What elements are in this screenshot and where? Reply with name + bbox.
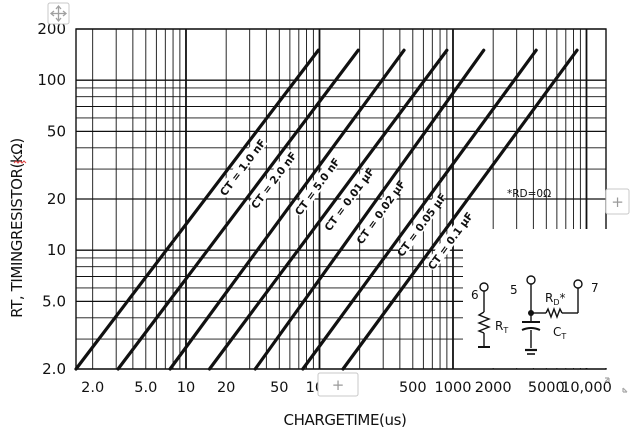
resize-handle[interactable] <box>604 377 628 393</box>
x-tick-label: 2.0 <box>81 380 104 396</box>
rt-resistor <box>477 311 491 334</box>
y-tick-label: 50 <box>47 122 66 140</box>
x-tick-label: 500 <box>399 380 427 396</box>
series-line-2 <box>116 48 360 371</box>
inset-background <box>463 229 609 368</box>
series-label-bg <box>291 155 342 218</box>
pin7-label: 7 <box>591 281 599 295</box>
series-line-5 <box>253 48 486 371</box>
x-tick-label: 20 <box>217 380 235 396</box>
spellcheck-squiggle <box>13 160 27 164</box>
move-icon <box>49 4 68 23</box>
pin6-terminal <box>479 282 489 292</box>
series-label-bg <box>247 148 299 211</box>
y-tick-label: 5.0 <box>42 292 66 310</box>
series-line-7 <box>341 48 579 371</box>
y-axis-label: RT, TIMINGRESISTOR(kΩ) <box>8 138 26 318</box>
y-tick-label: 2.0 <box>42 360 66 378</box>
y-tick-label: 20 <box>47 190 66 208</box>
series-line-3 <box>168 48 406 371</box>
x-tick-label: 5.0 <box>134 380 157 396</box>
series-label-bg <box>323 168 374 230</box>
series-label-bg <box>424 209 475 272</box>
series-line-4 <box>207 48 449 371</box>
y-tick-label: 100 <box>37 71 66 89</box>
pin6-label: 6 <box>471 288 479 302</box>
x-tick-label: 1000 <box>435 380 472 396</box>
series-label-bg <box>396 193 446 256</box>
pin5-terminal <box>526 275 536 285</box>
resize-diagonal-icon <box>604 377 628 393</box>
add-bottom-button[interactable]: + <box>317 372 359 397</box>
x-tick-label: 10,000 <box>561 380 612 396</box>
x-axis-label: CHARGETIME(us) <box>284 411 407 429</box>
series-label-bg <box>355 180 405 243</box>
series-line-1 <box>74 48 320 371</box>
move-handle[interactable] <box>47 2 70 25</box>
rd-resistor <box>545 307 563 319</box>
plus-icon: + <box>611 193 624 211</box>
plus-icon: + <box>332 376 345 394</box>
add-right-button[interactable]: + <box>605 188 630 215</box>
ct-plate-bottom <box>521 327 541 331</box>
x-tick-label: 5000 <box>528 380 565 396</box>
x-tick-label: 50 <box>270 380 288 396</box>
series-label-bg <box>216 136 268 198</box>
pin5-label: 5 <box>510 283 518 297</box>
series-lines <box>74 48 579 371</box>
x-tick-label: 2000 <box>475 380 512 396</box>
pin7-terminal <box>573 279 583 289</box>
y-tick-label: 10 <box>47 241 66 259</box>
series-line-6 <box>301 48 538 371</box>
rd-zero-annotation: *RD=0Ω <box>507 188 551 200</box>
inset-schematic: 6 RT 5 CT RD* 7 <box>463 229 609 368</box>
rd-label: RD* <box>545 291 566 307</box>
x-tick-label: 10 <box>177 380 195 396</box>
